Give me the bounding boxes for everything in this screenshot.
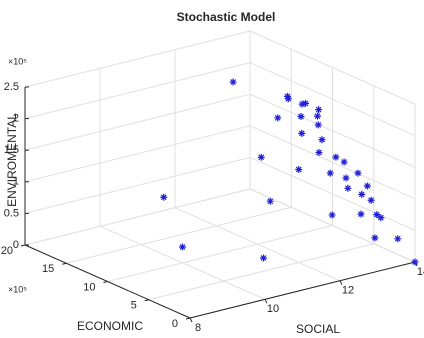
data-point xyxy=(314,121,322,129)
data-point xyxy=(326,169,334,177)
data-point xyxy=(284,95,292,103)
grid-line xyxy=(24,93,251,151)
data-point xyxy=(179,243,186,251)
y-tick-label: 10 xyxy=(83,281,95,293)
x-tick-label: 10 xyxy=(267,303,279,315)
data-point xyxy=(274,114,282,122)
x-tick-label: 12 xyxy=(342,285,354,297)
grid-line xyxy=(24,188,251,246)
y-tick-label: 15 xyxy=(42,263,54,275)
z-tick-label: 1 xyxy=(13,176,19,188)
data-point xyxy=(297,112,305,120)
z-tick-label: 0.5 xyxy=(4,207,19,219)
data-point xyxy=(371,234,379,242)
y-tick-label: 20 xyxy=(1,245,13,257)
x-tick xyxy=(264,299,268,304)
grid-line xyxy=(66,206,292,264)
grid-line xyxy=(24,62,251,120)
data-point xyxy=(315,106,323,114)
data-point xyxy=(328,211,336,219)
z-tick-label: 0 xyxy=(13,239,19,251)
grid-line xyxy=(107,225,333,282)
data-point xyxy=(315,148,323,156)
data-point xyxy=(377,214,385,222)
y-axis-label: ECONOMIC xyxy=(77,319,143,333)
grid-line xyxy=(24,30,251,88)
y-tick-label: 5 xyxy=(131,300,137,312)
data-point xyxy=(363,182,371,190)
data-point xyxy=(332,153,340,161)
z-tick-label: 2.5 xyxy=(4,81,19,93)
data-point xyxy=(229,78,237,86)
data-point xyxy=(358,190,366,198)
data-point xyxy=(295,166,303,174)
y-tick xyxy=(144,299,149,302)
y-multiplier: ×10⁵ xyxy=(8,284,27,294)
y-tick-label: 0 xyxy=(172,318,178,330)
data-point xyxy=(266,197,274,205)
data-point xyxy=(298,100,306,108)
data-point xyxy=(344,184,352,192)
data-point xyxy=(284,92,291,100)
x-tick xyxy=(189,317,193,323)
chart-title: Stochastic Model xyxy=(177,10,276,24)
data-point xyxy=(357,210,365,218)
data-point xyxy=(373,211,381,219)
grid-line xyxy=(148,243,374,301)
data-point xyxy=(394,235,402,243)
grid-line xyxy=(24,125,251,183)
data-point xyxy=(160,193,168,201)
data-point xyxy=(302,99,309,107)
data-point xyxy=(298,129,306,137)
y-tick xyxy=(185,317,191,320)
data-point xyxy=(342,174,350,182)
z-tick-label: 2 xyxy=(13,113,19,125)
x-tick-label: 8 xyxy=(195,322,201,334)
data-point xyxy=(257,153,265,161)
data-point xyxy=(411,258,419,266)
y-tick xyxy=(62,262,67,265)
z-axis-label: ENVIROMENTAL xyxy=(5,113,19,207)
y-tick xyxy=(103,281,108,283)
x-axis-label: SOCIAL xyxy=(296,322,340,336)
grid-line xyxy=(24,156,251,214)
x-axis xyxy=(189,261,416,319)
z-tick-label: 1.5 xyxy=(4,144,19,156)
y-tick xyxy=(20,244,26,247)
z-multiplier: ×10⁵ xyxy=(8,56,27,66)
data-point xyxy=(318,136,326,144)
data-point xyxy=(367,196,375,204)
x-tick xyxy=(339,280,343,285)
data-point xyxy=(340,158,348,166)
data-point xyxy=(354,169,362,177)
data-point xyxy=(260,254,267,262)
x-tick-label: 14 xyxy=(417,266,424,278)
data-point xyxy=(314,112,321,120)
